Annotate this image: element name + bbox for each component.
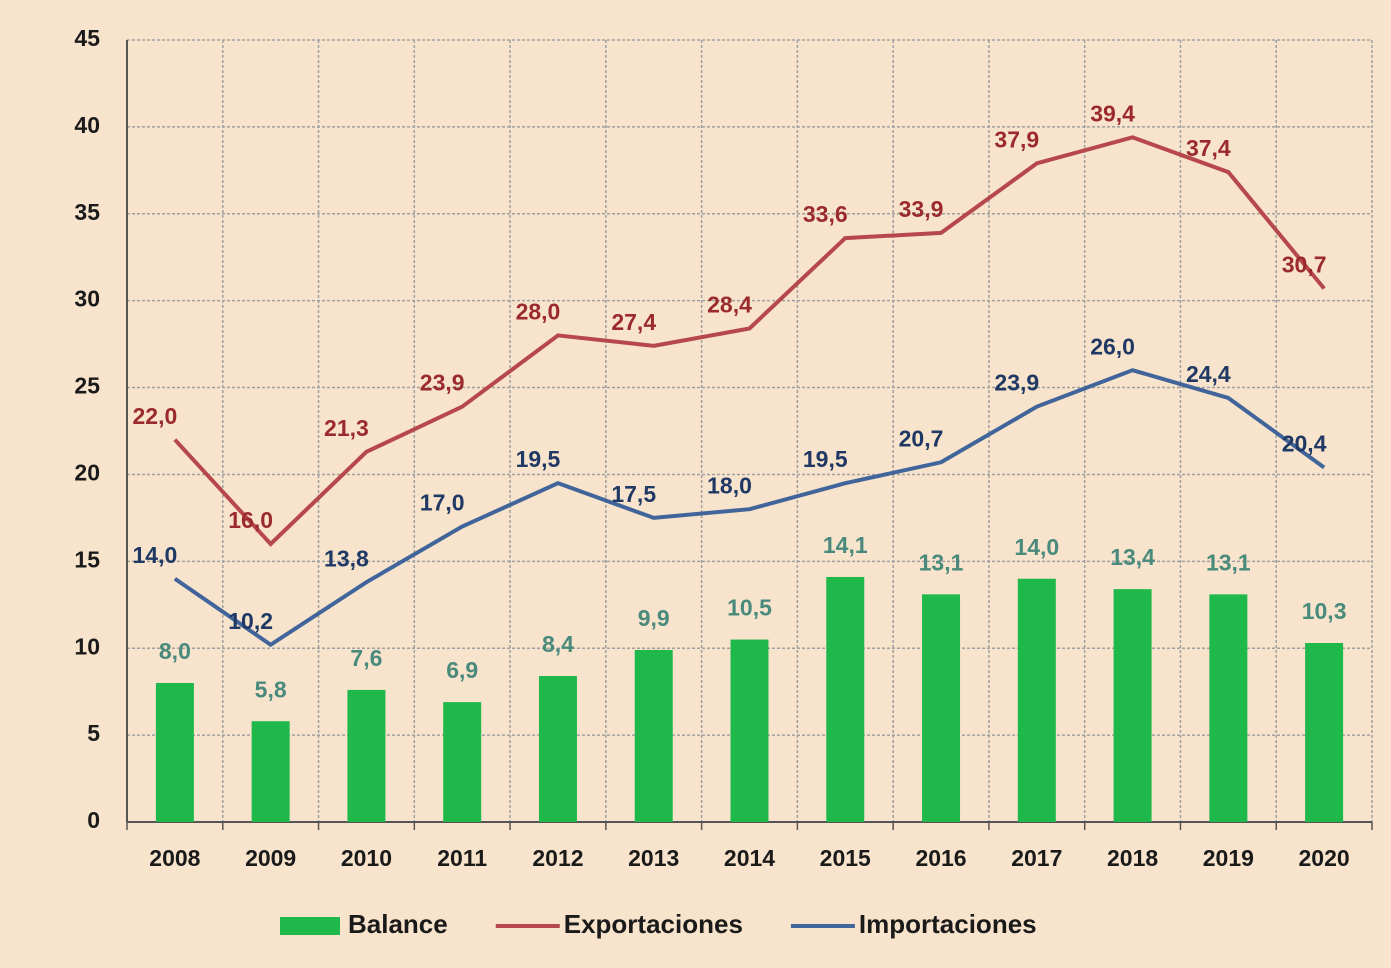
bar (1305, 643, 1344, 822)
bar (1017, 578, 1056, 822)
data-label: 33,9 (899, 196, 944, 222)
data-label: 19,5 (803, 446, 848, 472)
data-label: 5,8 (255, 676, 287, 702)
data-label: 18,0 (707, 472, 752, 498)
data-label: 13,1 (919, 549, 964, 575)
data-label: 39,4 (1090, 100, 1135, 126)
x-tick-label: 2014 (724, 845, 775, 871)
data-label: 16,0 (228, 507, 273, 533)
data-label: 23,9 (994, 370, 1039, 396)
y-tick-label: 0 (87, 807, 100, 833)
data-label: 6,9 (446, 657, 478, 683)
legend-swatch (280, 917, 340, 935)
data-label: 13,4 (1110, 544, 1155, 570)
bar (730, 639, 769, 822)
data-label: 22,0 (133, 403, 178, 429)
legend-label: Exportaciones (564, 909, 743, 939)
data-label: 37,9 (994, 126, 1039, 152)
bar (1113, 589, 1152, 822)
bar (634, 649, 673, 822)
data-label: 17,0 (420, 490, 465, 516)
data-label: 14,0 (1014, 534, 1059, 560)
y-tick-label: 20 (74, 460, 100, 486)
x-tick-label: 2018 (1107, 845, 1158, 871)
data-label: 23,9 (420, 370, 465, 396)
data-label: 13,1 (1206, 549, 1251, 575)
y-tick-label: 30 (74, 286, 100, 312)
bar (251, 721, 290, 822)
legend-label: Balance (348, 909, 448, 939)
bar (347, 689, 386, 822)
data-label: 9,9 (638, 605, 670, 631)
x-tick-label: 2019 (1203, 845, 1254, 871)
data-label: 24,4 (1186, 361, 1231, 387)
x-tick-label: 2009 (245, 845, 296, 871)
data-label: 26,0 (1090, 333, 1135, 359)
x-tick-label: 2020 (1299, 845, 1350, 871)
data-label: 13,8 (324, 545, 369, 571)
bar (155, 682, 194, 822)
bar (1209, 594, 1248, 822)
x-tick-label: 2017 (1011, 845, 1062, 871)
y-tick-label: 15 (74, 546, 100, 572)
data-label: 37,4 (1186, 135, 1231, 161)
line (173, 135, 1326, 547)
y-tick-label: 35 (74, 199, 100, 225)
data-label: 28,4 (707, 292, 752, 318)
data-label: 14,1 (823, 532, 868, 558)
data-label: 8,0 (159, 638, 191, 664)
data-label: 21,3 (324, 415, 369, 441)
legend-label: Importaciones (859, 909, 1037, 939)
x-tick-label: 2010 (341, 845, 392, 871)
data-label: 28,0 (516, 299, 561, 325)
y-tick-label: 25 (74, 373, 100, 399)
x-tick-label: 2008 (149, 845, 200, 871)
data-label: 20,4 (1282, 431, 1327, 457)
data-label: 14,0 (133, 542, 178, 568)
x-tick-label: 2015 (820, 845, 871, 871)
data-label: 33,6 (803, 201, 848, 227)
x-tick-label: 2013 (628, 845, 679, 871)
bar (922, 594, 961, 822)
data-label: 27,4 (611, 309, 656, 335)
x-tick-label: 2011 (437, 845, 487, 871)
bar (826, 576, 865, 822)
data-label: 8,4 (542, 631, 574, 657)
data-label: 7,6 (350, 645, 382, 671)
data-label: 10,2 (228, 608, 273, 634)
data-label: 17,5 (611, 481, 656, 507)
x-tick-label: 2016 (915, 845, 966, 871)
data-label: 10,3 (1302, 598, 1347, 624)
y-tick-label: 10 (74, 633, 100, 659)
y-tick-label: 5 (87, 720, 100, 746)
data-label: 30,7 (1282, 252, 1327, 278)
y-tick-label: 40 (74, 112, 100, 138)
data-label: 19,5 (516, 446, 561, 472)
bar (538, 676, 577, 822)
line (173, 368, 1326, 648)
data-label: 20,7 (899, 425, 944, 451)
x-tick-label: 2012 (532, 845, 583, 871)
data-label: 10,5 (727, 595, 772, 621)
bar (443, 702, 482, 822)
y-tick-label: 45 (74, 25, 100, 51)
